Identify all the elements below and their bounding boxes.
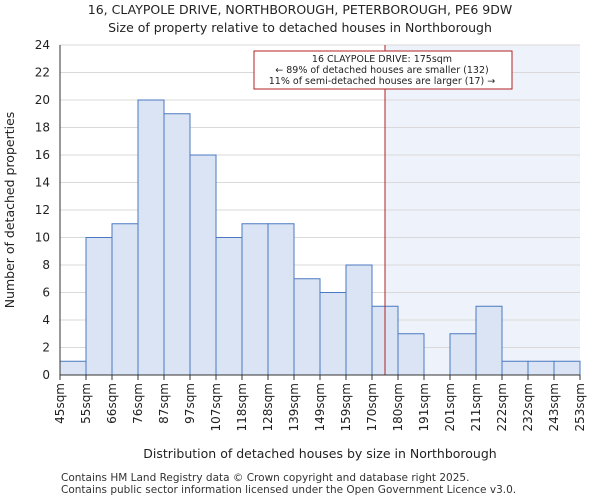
- bar-76sqm: [137, 99, 165, 376]
- x-tick-label: 97sqm: [183, 383, 197, 424]
- bar-149sqm: [319, 292, 347, 376]
- y-tick-label: 20: [35, 93, 50, 107]
- bars: [59, 99, 581, 376]
- y-tick-label: 10: [35, 231, 50, 245]
- bar-159sqm: [345, 264, 373, 376]
- bar-243sqm: [553, 360, 581, 376]
- bar-222sqm: [501, 360, 529, 376]
- y-tick-label: 18: [35, 121, 50, 135]
- x-ticks: 45sqm 55sqm 66sqm 76sqm 87sqm 97sqm 107sqm 118s…: [53, 375, 587, 431]
- y-tick-label: 12: [35, 203, 50, 217]
- y-tick-label: 4: [42, 313, 50, 327]
- x-tick-label: 191sqm: [417, 383, 431, 431]
- y-tick-label: 0: [42, 368, 50, 382]
- y-axis-label: Number of detached properties: [2, 112, 17, 309]
- x-tick-label: 243sqm: [547, 383, 561, 431]
- bar-211sqm: [475, 305, 503, 376]
- x-axis-label: Distribution of detached houses by size …: [143, 446, 496, 461]
- x-tick-label: 87sqm: [157, 383, 171, 424]
- x-tick-label: 76sqm: [131, 383, 145, 424]
- y-tick-label: 16: [35, 148, 50, 162]
- bar-87sqm: [163, 113, 191, 376]
- bar-128sqm: [267, 223, 295, 376]
- y-tick-label: 8: [42, 258, 50, 272]
- y-tick-label: 24: [35, 38, 50, 52]
- y-tick-label: 2: [42, 341, 50, 355]
- x-tick-label: 159sqm: [339, 383, 353, 431]
- bar-45sqm: [59, 360, 87, 376]
- annotation-line-1: 16 CLAYPOLE DRIVE: 175sqm: [312, 54, 452, 65]
- footer-line-2: Contains public sector information licen…: [61, 484, 517, 496]
- y-tick-label: 22: [35, 66, 50, 80]
- x-tick-label: 66sqm: [105, 383, 119, 424]
- x-tick-label: 170sqm: [365, 383, 379, 431]
- bar-118sqm: [241, 223, 269, 376]
- bar-66sqm: [111, 223, 139, 376]
- bar-55sqm: [85, 237, 113, 376]
- bar-97sqm: [189, 154, 217, 376]
- bar-139sqm: [293, 278, 321, 376]
- bar-180sqm: [397, 333, 425, 376]
- y-tick-label: 14: [35, 176, 50, 190]
- x-tick-label: 118sqm: [235, 383, 249, 431]
- x-tick-label: 107sqm: [209, 383, 223, 431]
- x-tick-label: 232sqm: [521, 383, 535, 431]
- annotation-line-2: ← 89% of detached houses are smaller (13…: [275, 65, 488, 76]
- x-tick-label: 45sqm: [53, 383, 67, 424]
- annotation-line-3: 11% of semi-detached houses are larger (…: [269, 76, 496, 87]
- x-tick-label: 222sqm: [495, 383, 509, 431]
- x-tick-label: 180sqm: [391, 383, 405, 431]
- x-tick-label: 139sqm: [287, 383, 301, 431]
- x-tick-label: 201sqm: [443, 383, 457, 431]
- bar-232sqm: [527, 360, 555, 376]
- bar-107sqm: [215, 237, 243, 376]
- x-tick-label: 55sqm: [79, 383, 93, 424]
- footer-line-1: Contains HM Land Registry data © Crown c…: [61, 472, 470, 484]
- chart-subtitle: Size of property relative to detached ho…: [108, 20, 492, 35]
- y-tick-label: 6: [42, 286, 50, 300]
- annotation-box: [253, 50, 513, 90]
- x-tick-label: 149sqm: [313, 383, 327, 431]
- chart-title: 16, CLAYPOLE DRIVE, NORTHBOROUGH, PETERB…: [87, 2, 513, 17]
- bar-201sqm: [449, 333, 477, 376]
- x-tick-label: 128sqm: [261, 383, 275, 431]
- x-tick-label: 253sqm: [573, 383, 587, 431]
- x-tick-label: 211sqm: [469, 383, 483, 431]
